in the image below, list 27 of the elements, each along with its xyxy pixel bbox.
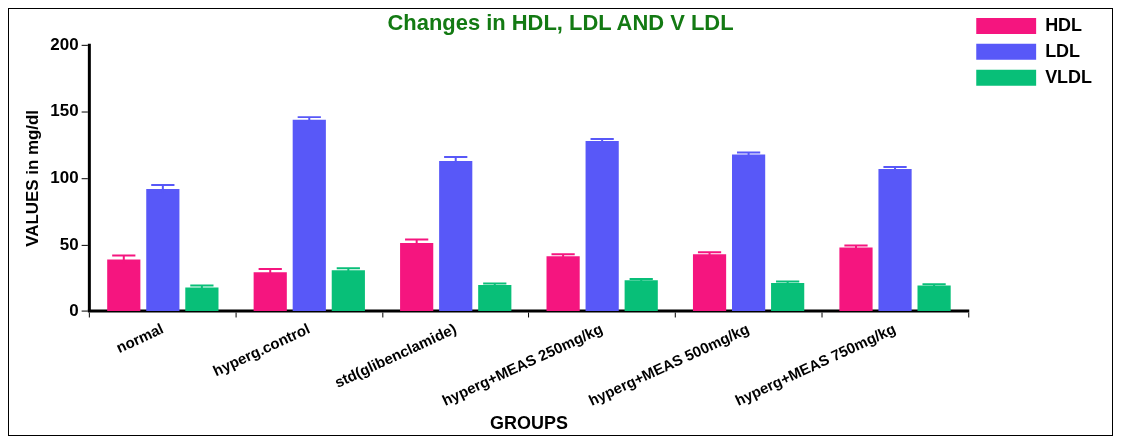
bar — [107, 259, 141, 312]
bar — [253, 272, 287, 312]
bar — [917, 285, 951, 312]
bar — [771, 282, 805, 312]
bar — [478, 284, 512, 312]
y-tick-label: 0 — [69, 301, 79, 321]
legend-label: HDL — [1045, 14, 1083, 35]
bar — [585, 141, 619, 312]
y-axis-title: VALUES in mg/dl — [22, 109, 42, 247]
y-tick-label: 50 — [59, 234, 79, 254]
bar — [878, 169, 912, 312]
bar — [185, 287, 219, 312]
bar — [546, 256, 580, 312]
bar — [331, 270, 365, 312]
y-tick-label: 200 — [50, 34, 79, 54]
bar — [732, 154, 766, 312]
bar — [400, 242, 434, 312]
bar — [692, 254, 727, 312]
y-tick-label: 150 — [50, 101, 79, 121]
bar — [292, 119, 326, 312]
legend-label: VLDL — [1045, 66, 1093, 87]
bar — [839, 247, 873, 312]
y-tick-label: 100 — [50, 168, 79, 188]
x-axis-title: GROUPS — [490, 413, 568, 434]
bar — [624, 280, 658, 312]
chart-title: Changes in HDL, LDL AND V LDL — [387, 10, 734, 36]
legend-label: LDL — [1045, 40, 1081, 61]
